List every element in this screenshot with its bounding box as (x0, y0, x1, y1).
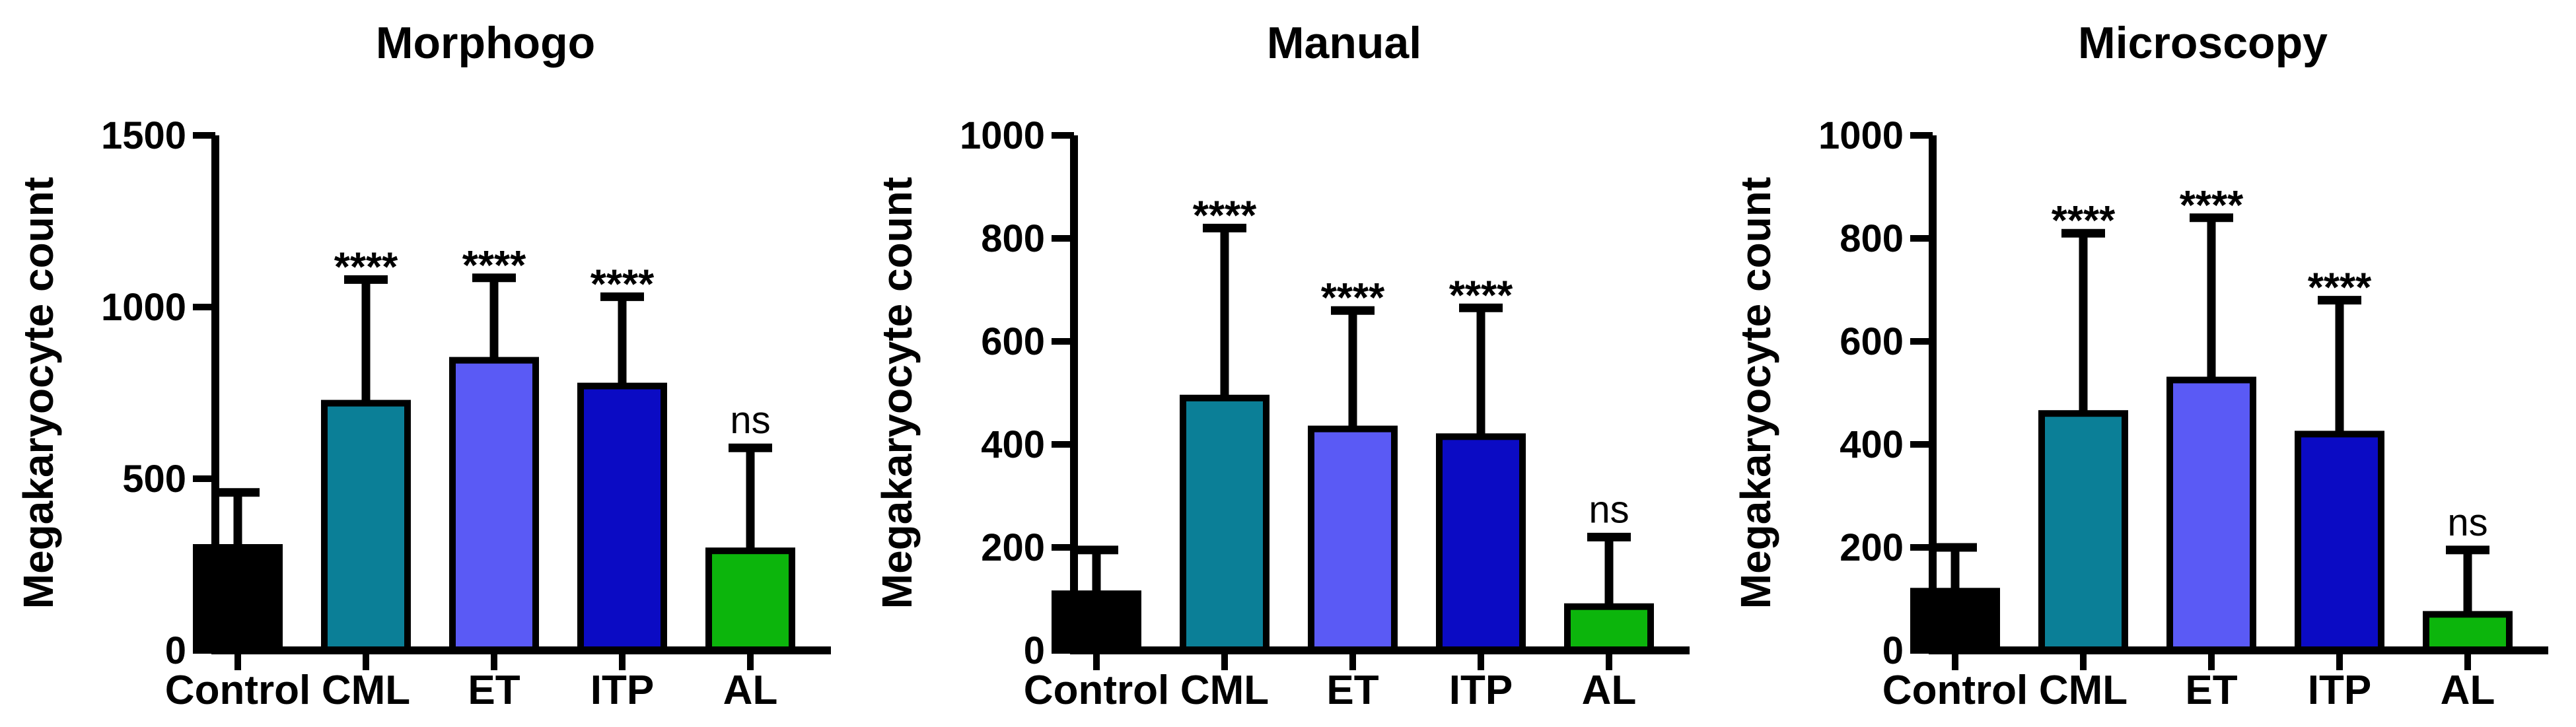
bar-itp (2295, 431, 2384, 654)
bar-et (1308, 425, 1398, 654)
category-label-et: ET (1326, 668, 1378, 713)
y-tick-label: 0 (165, 629, 186, 672)
significance-stars-et: **** (462, 243, 526, 289)
bar-cml (321, 399, 411, 654)
y-tick-label: 600 (981, 320, 1045, 363)
significance-stars-itp: **** (590, 261, 655, 307)
chart-background (1717, 0, 2576, 727)
bar-control (193, 544, 283, 654)
chart-svg-microscopy: Microscopy Megakaryocyte count 0 200 400 600 8… (1717, 0, 2576, 727)
bar-cml (2038, 410, 2128, 654)
y-tick-label: 200 (1840, 526, 1904, 569)
category-label-cml: CML (2039, 668, 2128, 713)
bar-et (449, 357, 539, 654)
bar-et (2166, 376, 2256, 654)
chart-title: Microscopy (2078, 18, 2328, 68)
chart-title: Morphogo (376, 18, 595, 68)
category-label-cml: CML (1180, 668, 1269, 713)
y-tick-label: 800 (981, 217, 1045, 260)
significance-stars-et: **** (2180, 183, 2244, 228)
y-tick-label: 1000 (960, 114, 1045, 157)
category-label-control: Control (1024, 668, 1169, 713)
category-label-control: Control (165, 668, 310, 713)
y-axis-label: Megakaryocyte count (15, 177, 62, 609)
bar-control (1052, 590, 1141, 654)
significance-ns-al: ns (1589, 488, 1629, 531)
bar-itp (577, 382, 667, 654)
y-tick-label: 1500 (101, 114, 186, 157)
y-tick-label: 1000 (1818, 114, 1904, 157)
chart-panel-microscopy: Microscopy Megakaryocyte count 0 200 400 600 8… (1717, 0, 2576, 727)
category-label-control: Control (1882, 668, 2028, 713)
significance-ns-al: ns (2447, 501, 2487, 544)
significance-stars-cml: **** (2052, 198, 2116, 244)
y-tick-label: 600 (1840, 320, 1904, 363)
category-label-et: ET (468, 668, 520, 713)
y-tick-label: 200 (981, 526, 1045, 569)
chart-svg-manual: Manual Megakaryocyte count 0 200 400 600 800 10… (859, 0, 1717, 727)
y-tick-label: 0 (1024, 629, 1045, 672)
significance-stars-itp: **** (2308, 265, 2372, 311)
y-tick-label: 500 (122, 458, 186, 501)
category-label-al: AL (723, 668, 778, 713)
category-label-cml: CML (322, 668, 410, 713)
y-tick-label: 400 (981, 423, 1045, 466)
significance-stars-cml: **** (334, 244, 398, 290)
y-tick-label: 400 (1840, 423, 1904, 466)
category-label-al: AL (2441, 668, 2495, 713)
category-label-et: ET (2185, 668, 2237, 713)
chart-svg-morphogo: Morphogo Megakaryocyte count 0 500 1000 1500 C… (0, 0, 859, 727)
category-label-itp: ITP (2308, 668, 2371, 713)
y-axis-label: Megakaryocyte count (873, 177, 921, 609)
category-label-itp: ITP (590, 668, 654, 713)
chart-title: Manual (1267, 18, 1421, 68)
bar-al (2423, 611, 2513, 654)
y-axis-label: Megakaryocyte count (1732, 177, 1779, 609)
y-tick-label: 1000 (101, 286, 186, 329)
bar-al (705, 547, 795, 654)
category-label-al: AL (1582, 668, 1637, 713)
significance-stars-et: **** (1321, 275, 1385, 321)
chart-panel-morphogo: Morphogo Megakaryocyte count 0 500 1000 1500 C… (0, 0, 859, 727)
bar-control (1910, 588, 2000, 654)
bar-cml (1180, 394, 1270, 654)
bar-al (1564, 603, 1654, 654)
significance-ns-al: ns (730, 399, 770, 442)
significance-stars-itp: **** (1449, 273, 1513, 318)
bar-itp (1436, 433, 1526, 654)
chart-panel-manual: Manual Megakaryocyte count 0 200 400 600 800 10… (859, 0, 1717, 727)
significance-stars-cml: **** (1193, 193, 1257, 238)
y-tick-label: 800 (1840, 217, 1904, 260)
category-label-itp: ITP (1449, 668, 1513, 713)
y-tick-label: 0 (1882, 629, 1904, 672)
